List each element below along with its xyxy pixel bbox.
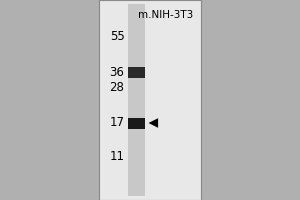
FancyBboxPatch shape (128, 117, 145, 129)
Text: m.NIH-3T3: m.NIH-3T3 (138, 10, 193, 20)
Text: 28: 28 (110, 81, 124, 94)
FancyBboxPatch shape (128, 67, 145, 78)
Polygon shape (148, 118, 158, 128)
Text: 17: 17 (110, 116, 124, 130)
Text: 55: 55 (110, 29, 124, 43)
Text: 36: 36 (110, 66, 124, 79)
FancyBboxPatch shape (128, 4, 145, 196)
FancyBboxPatch shape (99, 0, 201, 200)
Text: 11: 11 (110, 150, 124, 164)
